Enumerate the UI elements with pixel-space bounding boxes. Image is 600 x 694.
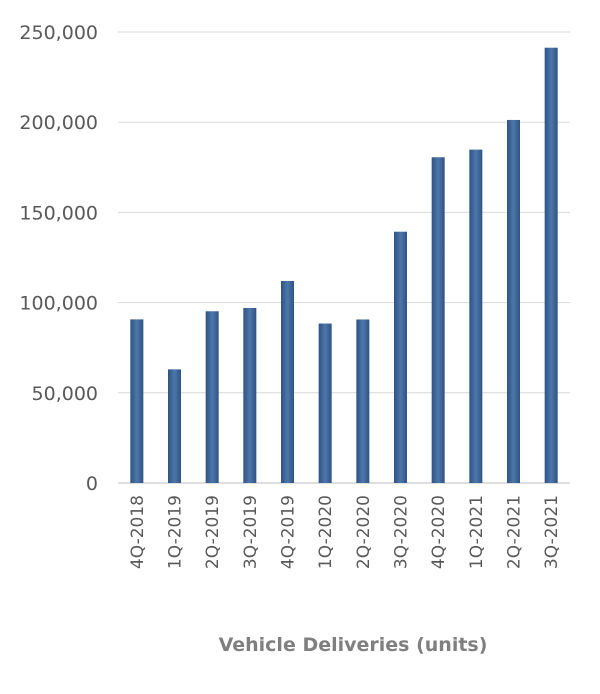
bar-1Q-2021 [469, 149, 483, 484]
x-tick-label: 3Q-2019 [241, 495, 261, 569]
bars [130, 47, 558, 484]
bar-2Q-2019 [205, 311, 219, 483]
bar-4Q-2018 [130, 319, 144, 483]
x-axis-ticks: 4Q-2018 1Q-2019 2Q-2019 3Q-2019 4Q-2019 1Q-20… [128, 495, 562, 569]
x-tick-label: 2Q-2021 [505, 495, 525, 569]
y-tick-label: 250,000 [19, 22, 98, 44]
bar-4Q-2019 [281, 280, 294, 483]
x-tick-label: 4Q-2019 [279, 495, 299, 569]
x-tick-label: 3Q-2021 [542, 495, 562, 569]
y-tick-label: 150,000 [19, 202, 98, 224]
x-tick-label: 4Q-2020 [429, 495, 449, 569]
bar-3Q-2021 [544, 47, 558, 484]
bar-3Q-2019 [243, 308, 257, 483]
bar-4Q-2020 [431, 157, 445, 484]
y-tick-label: 0 [86, 473, 98, 495]
y-tick-label: 200,000 [19, 112, 98, 134]
x-tick-label: 3Q-2020 [392, 495, 412, 569]
y-tick-label: 50,000 [32, 383, 98, 405]
x-axis-title: Vehicle Deliveries (units) [219, 634, 488, 656]
bar-1Q-2020 [318, 323, 332, 483]
bar-3Q-2020 [394, 231, 407, 483]
x-tick-label: 2Q-2020 [354, 495, 374, 569]
y-axis-ticks: 0 50,000 100,000 150,000 200,000 250,000 [19, 22, 98, 495]
bar-1Q-2019 [168, 369, 181, 483]
x-tick-label: 4Q-2018 [128, 495, 148, 569]
x-tick-label: 1Q-2019 [166, 495, 186, 569]
bar-2Q-2021 [507, 119, 520, 483]
x-tick-label: 1Q-2021 [467, 495, 487, 569]
x-tick-label: 2Q-2019 [203, 495, 223, 569]
x-tick-label: 1Q-2020 [316, 495, 336, 569]
gridlines [118, 31, 570, 484]
y-tick-label: 100,000 [19, 293, 98, 315]
bar-2Q-2020 [356, 319, 370, 483]
